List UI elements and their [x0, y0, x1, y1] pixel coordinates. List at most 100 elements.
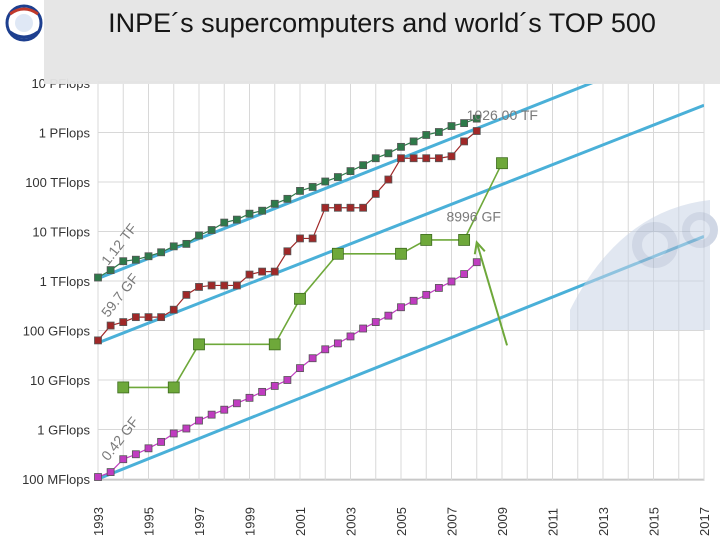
series-1-point-17 [296, 187, 304, 195]
series-2-point-11 [220, 281, 229, 290]
series-1-point-25 [397, 142, 405, 151]
series-4-point-4 [268, 338, 281, 351]
series-3-point-14 [258, 387, 267, 396]
x-tick-2011: 2011 [546, 508, 561, 536]
series-3-point-22 [359, 324, 368, 333]
series-3-point-16 [283, 376, 292, 384]
x-tick-1995: 1995 [142, 507, 157, 536]
series-1-point-23 [371, 154, 380, 163]
series-3-point-1 [94, 473, 102, 481]
y-tick-label: 10 GFlops [30, 373, 90, 388]
series-1-point-5 [144, 252, 153, 261]
series-4-point-7 [395, 247, 407, 260]
series-4-point-5 [294, 292, 306, 305]
series-3-point-4 [131, 450, 140, 459]
data-series [94, 114, 508, 481]
arrow-head-1 [473, 240, 486, 255]
series-1-point-4 [131, 255, 140, 264]
x-tick-2009: 2009 [495, 507, 510, 536]
series-3-point-13 [245, 393, 254, 402]
series-3-point-6 [157, 437, 166, 446]
x-tick-2015: 2015 [647, 507, 662, 536]
series-2-point-19 [321, 203, 330, 212]
series-line-4 [123, 162, 503, 389]
series-2-point-26 [409, 154, 418, 163]
series-1-point-15 [270, 199, 279, 208]
series-1-point-26 [409, 137, 418, 146]
series-2-point-2 [106, 321, 115, 330]
series-3-point-9 [195, 416, 203, 425]
series-4-point-9 [458, 234, 471, 246]
series-1-point-19 [321, 177, 330, 186]
series-4-point-6 [331, 247, 344, 260]
series-2-point-3 [119, 318, 128, 326]
series-3-point-3 [119, 455, 128, 464]
series-3-point-15 [270, 382, 279, 390]
series-3-point-2 [106, 468, 115, 476]
watermark-graphic [570, 200, 718, 330]
series-1-point-6 [157, 248, 166, 257]
series-1-point-27 [422, 131, 431, 139]
series-4-point-3 [193, 338, 205, 351]
series-3-point-18 [308, 354, 317, 363]
series-2-point-27 [422, 154, 431, 163]
series-4-point-2 [167, 381, 180, 394]
series-2-point-4 [131, 313, 140, 322]
series-3-point-19 [321, 345, 330, 354]
series-1-point-14 [258, 206, 267, 215]
series-2-point-28 [434, 154, 443, 163]
series-3-point-17 [296, 364, 304, 373]
series-1-point-9 [195, 231, 203, 240]
series-2-point-8 [182, 290, 191, 299]
series-1-point-13 [245, 209, 254, 218]
y-tick-label: 100 MFlops [22, 472, 90, 487]
series-3-point-12 [232, 399, 241, 408]
x-tick-1997: 1997 [192, 507, 207, 536]
title-banner [44, 0, 720, 84]
series-2-point-25 [397, 154, 405, 163]
series-3-point-24 [384, 311, 393, 320]
series-2-point-29 [447, 152, 456, 161]
series-2-point-5 [144, 313, 153, 322]
x-tick-2003: 2003 [344, 507, 359, 536]
trend-line-2 [98, 103, 704, 345]
x-tick-2007: 2007 [445, 507, 460, 536]
series-1-point-10 [207, 226, 216, 234]
series-1-point-18 [308, 183, 317, 191]
series-2-point-13 [245, 270, 254, 279]
series-1-point-29 [447, 122, 456, 130]
series-3-point-28 [434, 284, 443, 292]
series-4-point-8 [420, 234, 433, 246]
x-tick-2017: 2017 [697, 507, 712, 536]
x-tick-1993: 1993 [91, 507, 106, 536]
series-1-point-3 [119, 257, 128, 266]
y-tick-label: 1 TFlops [40, 274, 91, 289]
series-2-point-14 [258, 267, 267, 276]
x-tick-1999: 1999 [243, 507, 258, 536]
y-tick-label: 100 TFlops [25, 175, 90, 190]
series-3-point-30 [460, 270, 469, 278]
series-2-point-1 [94, 336, 102, 345]
series-1-point-28 [434, 128, 443, 136]
series-4-point-1 [117, 381, 130, 394]
series-4-point-10 [496, 157, 508, 170]
series-2-point-17 [296, 234, 304, 243]
series-2-point-16 [283, 247, 292, 256]
series-1-point-16 [283, 194, 292, 203]
y-tick-label: 10 TFlops [32, 225, 90, 240]
series-1-point-30 [460, 119, 469, 127]
annotation-arrows [473, 240, 509, 346]
series-3-point-25 [397, 303, 405, 312]
series-3-point-31 [472, 258, 481, 267]
series-3-point-26 [409, 296, 418, 305]
series-2-point-30 [460, 137, 469, 146]
series-1-point-20 [333, 173, 342, 181]
x-tick-2005: 2005 [394, 507, 409, 536]
series-3-point-27 [422, 290, 431, 299]
series-3-point-8 [182, 424, 191, 433]
series-2-point-24 [384, 175, 393, 184]
series-2-point-21 [346, 203, 355, 212]
series-1-point-11 [220, 218, 229, 227]
y-tick-label: 100 GFlops [23, 324, 91, 339]
annotation-1: 1026.00 TF [467, 107, 538, 123]
